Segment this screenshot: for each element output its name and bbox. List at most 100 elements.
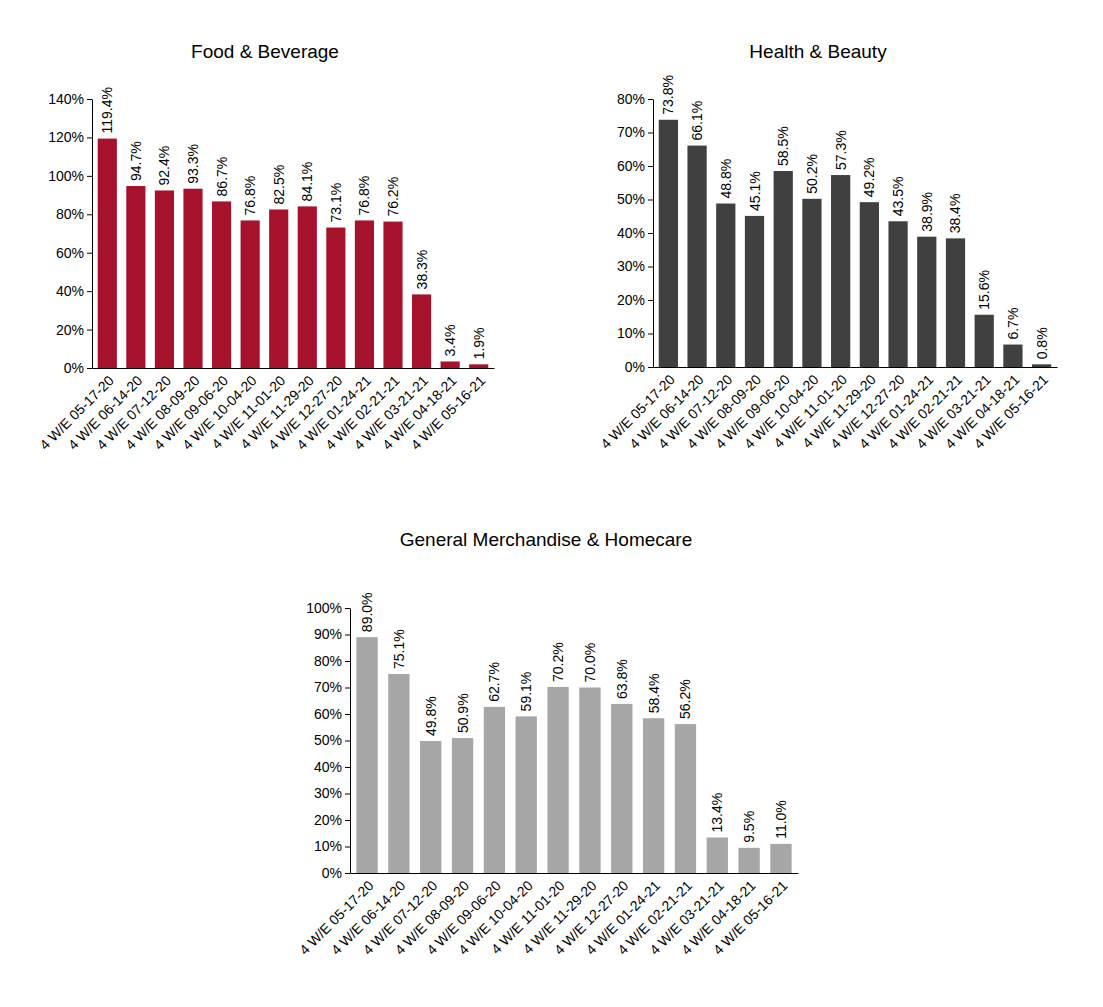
chart-panel: General Merchandise & Homecare 0% 10% 20% 30… — [296, 529, 799, 958]
y-tick: 0% — [322, 865, 350, 881]
data-labels: 89.0%75.1%49.8%50.9%62.7%59.1%70.2%70.0%… — [359, 592, 789, 842]
data-label: 38.4% — [947, 194, 963, 234]
bar — [687, 146, 706, 367]
bar — [774, 171, 793, 367]
y-tick: 80% — [617, 91, 653, 107]
y-tick-mark — [345, 767, 350, 768]
data-label: 1.9% — [471, 327, 487, 359]
data-label: 50.2% — [804, 154, 820, 194]
y-tick-label: 90% — [314, 626, 342, 642]
bar — [802, 199, 821, 367]
y-axis-line — [653, 100, 654, 368]
y-tick-label: 50% — [314, 732, 342, 748]
y-tick: 40% — [314, 759, 350, 775]
x-tick-label: 4 W/E 05-16-21 — [710, 877, 791, 958]
y-tick-mark — [345, 661, 350, 662]
x-axis: 4 W/E 05-17-204 W/E 06-14-204 W/E 07-12-… — [296, 874, 799, 958]
bar — [738, 848, 759, 873]
y-tick-label: 0% — [64, 360, 84, 376]
y-tick-label: 70% — [314, 679, 342, 695]
y-tick-label: 80% — [314, 653, 342, 669]
bar — [484, 707, 505, 873]
y-tick: 30% — [314, 785, 350, 801]
bar — [659, 120, 678, 367]
y-tick: 70% — [617, 124, 653, 140]
data-labels: 119.4%94.7%92.4%93.3%86.7%76.8%82.5%84.1… — [99, 87, 486, 359]
bar — [326, 228, 345, 368]
y-tick-mark — [87, 330, 92, 331]
data-label: 76.8% — [242, 176, 258, 216]
y-tick: 10% — [314, 838, 350, 854]
y-tick-label: 60% — [314, 706, 342, 722]
bar — [716, 204, 735, 367]
y-tick-label: 20% — [56, 322, 84, 338]
data-label: 70.0% — [582, 643, 598, 683]
y-tick-mark — [345, 741, 350, 742]
data-label: 76.8% — [356, 176, 372, 216]
bar — [452, 738, 473, 873]
bar — [888, 221, 907, 367]
data-label: 73.8% — [660, 75, 676, 115]
data-label: 13.4% — [709, 793, 725, 833]
chart-title: Food & Beverage — [191, 41, 339, 62]
data-label: 86.7% — [214, 157, 230, 197]
y-tick-mark — [87, 99, 92, 100]
bar — [241, 220, 260, 368]
chart-title: Health & Beauty — [749, 41, 887, 62]
y-tick-mark — [648, 334, 653, 335]
bar — [860, 202, 879, 367]
bar — [183, 189, 202, 368]
y-tick-label: 60% — [617, 158, 645, 174]
y-tick: 10% — [617, 325, 653, 341]
x-tick: 4 W/E 05-16-21 — [710, 877, 791, 958]
y-tick: 100% — [306, 600, 350, 616]
y-tick-mark — [87, 291, 92, 292]
y-tick-label: 20% — [617, 292, 645, 308]
bars — [356, 637, 791, 873]
bar — [420, 741, 441, 873]
y-tick-mark — [345, 635, 350, 636]
y-tick: 40% — [617, 225, 653, 241]
y-tick-label: 0% — [322, 865, 342, 881]
y-tick-label: 140% — [48, 91, 84, 107]
y-tick: 50% — [617, 191, 653, 207]
bar — [917, 237, 936, 367]
y-tick: 120% — [48, 129, 92, 145]
bar — [441, 361, 460, 368]
x-axis-line — [93, 368, 495, 369]
y-tick: 20% — [56, 322, 92, 338]
y-axis: 0% 10% 20% 30% 40% 50% 60% 70% 80% 90% 100% — [306, 600, 350, 881]
y-tick-label: 70% — [617, 124, 645, 140]
x-tick-label: 4 W/E 05-16-21 — [408, 372, 489, 453]
y-tick-mark — [648, 233, 653, 234]
data-label: 89.0% — [359, 592, 375, 632]
data-label: 48.8% — [718, 159, 734, 199]
y-axis-line — [350, 609, 351, 874]
data-label: 11.0% — [773, 800, 789, 839]
y-tick-label: 100% — [48, 168, 84, 184]
bar — [98, 139, 117, 368]
bar — [831, 175, 850, 367]
y-tick: 20% — [314, 812, 350, 828]
data-label: 84.1% — [299, 162, 315, 202]
y-tick-mark — [345, 847, 350, 848]
data-label: 119.4% — [99, 87, 115, 133]
bar — [355, 220, 374, 368]
data-label: 38.9% — [919, 192, 935, 232]
bar — [469, 364, 488, 368]
y-tick-mark — [345, 608, 350, 609]
data-label: 58.4% — [646, 674, 662, 714]
chart-title: General Merchandise & Homecare — [400, 529, 693, 550]
bar — [643, 718, 664, 873]
y-tick-label: 30% — [314, 785, 342, 801]
y-tick: 70% — [314, 679, 350, 695]
data-label: 9.5% — [741, 811, 757, 843]
y-tick-mark — [87, 176, 92, 177]
data-label: 38.3% — [414, 250, 430, 290]
data-label: 6.7% — [1005, 308, 1021, 340]
y-tick-label: 10% — [314, 838, 342, 854]
y-tick: 60% — [56, 245, 92, 261]
y-tick-mark — [648, 166, 653, 167]
y-tick: 50% — [314, 732, 350, 748]
y-tick-mark — [345, 873, 350, 874]
